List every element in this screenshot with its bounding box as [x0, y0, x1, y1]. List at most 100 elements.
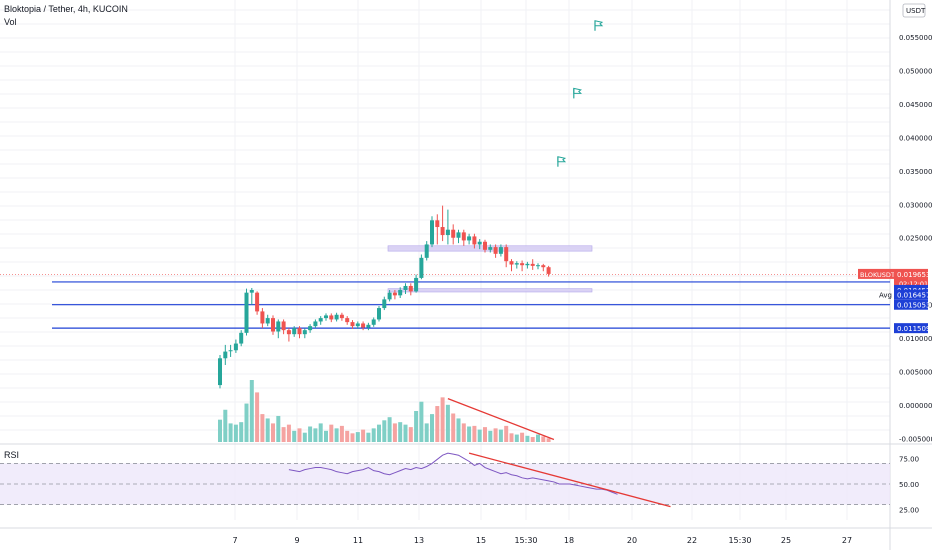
symbol-tag-bg [858, 268, 894, 279]
price-tick-label: 0.010000 [899, 335, 932, 343]
volume-bar [525, 435, 530, 442]
volume-bar [520, 432, 525, 442]
candle-body [276, 321, 281, 332]
candle-body [255, 292, 260, 312]
candle-body [472, 236, 477, 245]
volume-label[interactable]: Vol [4, 17, 17, 27]
volume-bar [514, 434, 519, 442]
volume-bar [249, 380, 254, 442]
volume-bar [419, 401, 424, 442]
volume-bar [228, 423, 233, 442]
candle-body [239, 332, 244, 344]
currency-badge [902, 3, 926, 18]
price-tick-label: 0.050000 [899, 67, 932, 75]
volume-bar [445, 404, 450, 442]
volume-bar [456, 418, 461, 442]
flag-icon [573, 87, 583, 94]
candle-body [271, 318, 275, 332]
candle-body [228, 350, 233, 352]
volume-bar [493, 428, 498, 442]
volume-bar [308, 426, 313, 442]
candle-body [398, 289, 403, 296]
candle-body [546, 267, 551, 274]
volume-bar [271, 423, 275, 442]
volume-bar [504, 425, 509, 442]
level-price-tag [894, 289, 928, 300]
candle-body [530, 263, 535, 266]
volume-bar [297, 428, 302, 442]
volume-trendline [447, 397, 555, 441]
symbol-title[interactable]: Bloktopia / Tether, 4h, KUCOIN [4, 4, 128, 14]
rsi-label[interactable]: RSI [4, 450, 20, 460]
volume-bar [387, 417, 392, 442]
volume-bar [435, 406, 440, 442]
candle-body [260, 311, 265, 324]
level-price-value: 0.011509 [897, 325, 930, 333]
rsi-tick-label: 25.00 [899, 507, 919, 515]
candle-body [525, 263, 530, 266]
symbol-tag-label: BLOKUSDT [860, 271, 895, 279]
volume-bar [477, 429, 482, 442]
candle-body [334, 314, 339, 320]
volume-bar [408, 427, 413, 442]
rsi-line [288, 452, 618, 495]
time-tick-label: 15 [476, 536, 486, 545]
candle-body [292, 328, 297, 335]
volume-bar [265, 418, 270, 442]
candle-body [350, 322, 355, 327]
candle-body [456, 232, 461, 238]
price-tick-label: 0.055000 [899, 34, 932, 42]
volume-bar [382, 420, 387, 442]
flag-icon [557, 156, 567, 163]
volume-bar [281, 427, 286, 442]
volume-bar [313, 428, 318, 442]
volume-bar [461, 423, 466, 442]
time-tick-label: 13 [414, 536, 424, 545]
rsi-tick-label: 50.00 [899, 481, 919, 489]
candle-body [387, 292, 392, 300]
volume-bar [276, 415, 281, 442]
candle-body [329, 315, 334, 320]
candle-body [392, 292, 397, 296]
volume-bar [371, 428, 376, 442]
candle-body [223, 351, 228, 359]
candle-body [366, 324, 371, 328]
volume-bar [286, 424, 291, 442]
candle-body [514, 263, 519, 265]
candle-body [488, 247, 493, 250]
volume-bar [244, 403, 249, 442]
volume-bar [546, 438, 551, 442]
time-tick-label: 7 [232, 536, 237, 545]
volume-bar [430, 414, 434, 442]
volume-bar [339, 425, 344, 442]
zone-rect [387, 288, 593, 293]
time-tick-label: 15:30 [728, 536, 751, 545]
price-tick-label: 0.035000 [899, 168, 932, 176]
candle-body [435, 220, 440, 228]
candle-body [483, 241, 487, 250]
candle-body [281, 321, 286, 331]
volume-bar [324, 430, 328, 442]
price-tick-label: 0.005000 [899, 369, 932, 377]
volume-bar [467, 426, 472, 442]
volume-bar [509, 433, 514, 442]
volume-bar [218, 419, 222, 442]
volume-bar [239, 422, 244, 442]
currency-badge-text: USDT [906, 7, 926, 15]
candle-body [265, 318, 270, 324]
level-price-value: 0.015053 [897, 302, 930, 310]
time-tick-label: 11 [353, 536, 363, 545]
volume-bar [530, 437, 535, 442]
candle-body [355, 323, 360, 327]
volume-bar [483, 427, 487, 442]
flag-icon [594, 20, 604, 27]
volume-bar [403, 424, 408, 442]
price-tick-label: -0.005000 [899, 436, 932, 444]
candle-body [249, 289, 254, 293]
volume-bar [361, 429, 366, 442]
level-price-tag [894, 299, 928, 310]
level-price-value: 0.016457 [897, 292, 930, 300]
candle-body [371, 319, 376, 325]
